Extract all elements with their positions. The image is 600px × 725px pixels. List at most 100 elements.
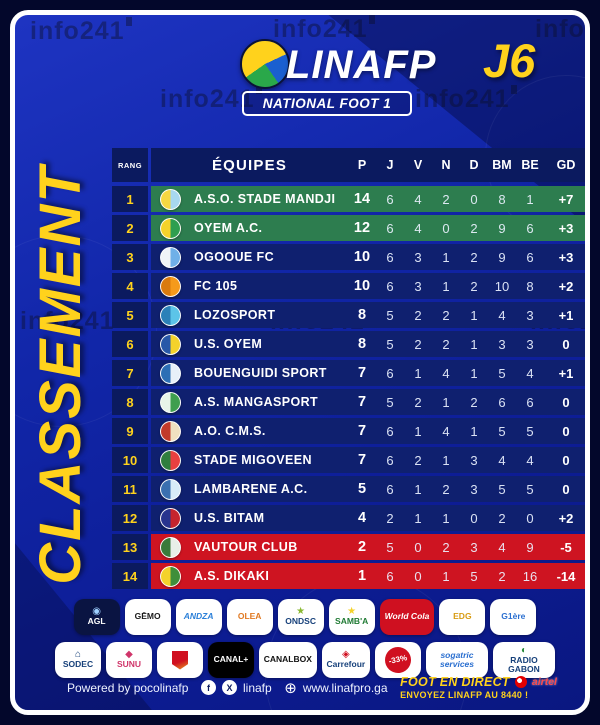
rank-cell: 12 [112, 505, 148, 531]
rank-cell: 1 [112, 186, 148, 212]
table-row: 6 U.S. OYEM 8 5 2 2 1 3 3 0 [112, 331, 585, 357]
stat-N: 1 [442, 249, 450, 265]
stat-header-BM: BM [492, 158, 512, 172]
stat-J: 6 [386, 249, 394, 265]
stat-P: 10 [353, 278, 371, 294]
stat-BE: 6 [526, 220, 534, 236]
stat-GD: +2 [558, 278, 574, 294]
table-row: 1 A.S.O. STADE MANDJI 14 6 4 2 0 8 1 +7 [112, 186, 585, 212]
stat-V: 0 [414, 539, 422, 555]
sponsor-label: ONDSC [285, 616, 316, 627]
sponsor-label: CANALBOX [263, 654, 312, 665]
sponsor-label: SAMB'A [335, 616, 369, 627]
sponsor-logo [157, 642, 203, 678]
sponsor-logo: ⌂ SODEC [55, 642, 101, 678]
watermark-text: info241 [415, 85, 517, 114]
table-row: 13 VAUTOUR CLUB 2 5 0 2 3 4 9 -5 [112, 534, 585, 560]
stat-GD: +2 [558, 510, 574, 526]
stat-BM: 8 [498, 191, 506, 207]
matchday-label: J6 [483, 34, 536, 87]
team-name: A.S. DIKAKI [194, 569, 270, 583]
stat-V: 1 [414, 510, 422, 526]
stat-GD: -5 [560, 539, 572, 555]
stat-header-GD: GD [556, 158, 576, 172]
stat-P: 2 [357, 539, 367, 555]
sponsor-glyph-icon: ◐ [520, 644, 528, 656]
team-logo-icon [160, 217, 181, 239]
stat-N: 1 [442, 278, 450, 294]
sponsor-logo: ◐ RADIO GABON [493, 642, 555, 678]
rank-cell: 10 [112, 447, 148, 473]
stat-P: 10 [353, 249, 371, 265]
sponsor-logo: ★ ONDSC [277, 599, 324, 635]
stat-GD: 0 [562, 423, 570, 439]
x-icon: X [221, 680, 237, 695]
stat-BE: 6 [526, 394, 534, 410]
social-group: f X linafp [200, 680, 272, 695]
stat-P: 7 [357, 365, 367, 381]
stat-BM: 9 [498, 249, 506, 265]
facebook-icon: f [200, 680, 216, 695]
stat-BE: 3 [526, 336, 534, 352]
table-row: 14 A.S. DIKAKI 1 6 0 1 5 2 16 -14 [112, 563, 585, 589]
poster-frame: info241info241info241info241info241info2… [10, 10, 590, 715]
sponsor-logo: GĒMO [124, 599, 171, 635]
team-row-card: A.S. MANGASPORT 7 5 2 1 2 6 6 0 [151, 389, 585, 415]
stat-V: 1 [414, 481, 422, 497]
stat-BM: 10 [494, 278, 510, 294]
stat-V: 2 [414, 394, 422, 410]
footer: Powered by pocolinafp f X linafp ⊕ www.l… [15, 675, 585, 700]
stat-D: 3 [470, 539, 478, 555]
rank-cell: 3 [112, 244, 148, 270]
stat-D: 2 [470, 278, 478, 294]
team-name: FC 105 [194, 279, 238, 293]
stat-header-V: V [413, 158, 423, 172]
stat-GD: 0 [562, 336, 570, 352]
stat-P: 8 [357, 336, 367, 352]
stat-D: 1 [470, 336, 478, 352]
stat-BM: 4 [498, 307, 506, 323]
stat-V: 2 [414, 452, 422, 468]
stat-N: 2 [442, 307, 450, 323]
stat-BM: 9 [498, 220, 506, 236]
team-logo-icon [160, 333, 181, 355]
team-name: STADE MIGOVEEN [194, 453, 312, 467]
team-name: VAUTOUR CLUB [194, 540, 298, 554]
website-group: ⊕ www.linafpro.ga [284, 679, 387, 697]
stat-N: 2 [442, 481, 450, 497]
stat-J: 5 [386, 539, 394, 555]
sponsor-glyph-icon: ◉ [92, 606, 101, 618]
table-row: 5 LOZOSPORT 8 5 2 2 1 4 3 +1 [112, 302, 585, 328]
team-row-card: VAUTOUR CLUB 2 5 0 2 3 4 9 -5 [151, 534, 585, 560]
sponsor-glyph-icon: ◆ [125, 649, 133, 661]
sponsor-logo: World Cola [379, 599, 435, 635]
team-row-card: STADE MIGOVEEN 7 6 2 1 3 4 4 0 [151, 447, 585, 473]
stat-GD: +7 [558, 191, 574, 207]
stat-BM: 4 [498, 452, 506, 468]
stat-V: 3 [414, 249, 422, 265]
stat-GD: +3 [558, 220, 574, 236]
sponsor-logo: sogatric services [426, 642, 488, 678]
stat-V: 3 [414, 278, 422, 294]
sponsor-label: G1ère [501, 611, 526, 622]
stat-V: 4 [414, 191, 422, 207]
team-name: LAMBARENE A.C. [194, 482, 308, 496]
stat-J: 6 [386, 568, 394, 584]
sponsor-label: AGL [87, 616, 106, 627]
team-name: LOZOSPORT [194, 308, 276, 322]
stat-D: 5 [470, 568, 478, 584]
table-row: 8 A.S. MANGASPORT 7 5 2 1 2 6 6 0 [112, 389, 585, 415]
globe-icon: ⊕ [284, 679, 297, 697]
team-row-card: OGOOUE FC 10 6 3 1 2 9 6 +3 [151, 244, 585, 270]
sponsor-logo: ★ SAMB'A [328, 599, 375, 635]
stat-D: 2 [470, 249, 478, 265]
stat-header-J: J [386, 158, 394, 172]
airtel-logo-icon [514, 676, 527, 688]
stat-header-P: P [357, 158, 367, 172]
stat-P: 4 [357, 510, 367, 526]
stat-N: 1 [442, 510, 450, 526]
header-card: ÉQUIPES P J V N D BM BE GD [151, 148, 585, 182]
team-logo-icon [160, 536, 181, 558]
stat-GD: +1 [558, 307, 574, 323]
stat-J: 5 [386, 336, 394, 352]
